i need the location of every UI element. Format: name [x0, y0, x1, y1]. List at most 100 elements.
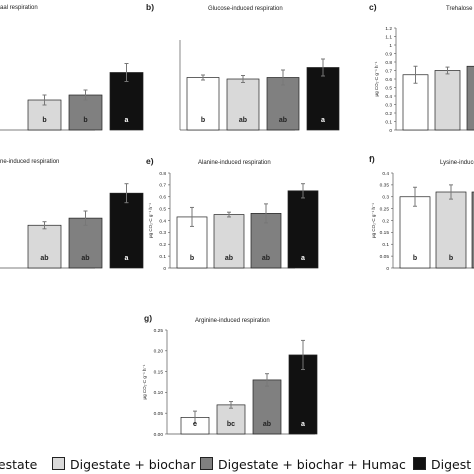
y-tick-label: 0.05: [154, 411, 164, 417]
chart-title: aal respiration: [0, 5, 38, 11]
y-tick-label: 0.1: [385, 119, 392, 125]
panel-label: f): [369, 154, 375, 164]
significance-letter: ab: [279, 117, 287, 124]
y-tick-label: 0.4: [159, 218, 166, 224]
chart-panel-a: aal respiration b b a: [0, 5, 144, 131]
y-tick-label: 1: [389, 43, 392, 49]
y-tick-label: 0.8: [385, 60, 392, 66]
significance-letter: b: [201, 117, 205, 124]
y-tick-label: 0.10: [154, 390, 164, 396]
bar: [68, 217, 103, 269]
panel-label: g): [144, 313, 152, 323]
legend-item-3: Digestate + biochar + Humac: [200, 457, 406, 472]
legend-item-1: gestate: [0, 457, 37, 472]
legend-item-4: Digest: [413, 457, 471, 472]
significance-letter: ab: [263, 421, 271, 428]
panel-label: c): [369, 2, 377, 12]
significance-letter: ab: [262, 255, 270, 262]
bar: [466, 65, 474, 131]
y-tick-label: 0.4: [385, 94, 392, 100]
y-tick-label: 0.4: [382, 171, 389, 177]
bar: [252, 379, 282, 435]
legend-label-3: Digestate + biochar + Humac: [218, 457, 406, 472]
y-tick-label: 1.1: [385, 34, 392, 40]
chart-title: ne-induced respiration: [0, 159, 59, 165]
y-tick-label: 0.3: [385, 102, 392, 108]
y-tick-label: 0.00: [154, 432, 164, 438]
significance-letter: a: [125, 255, 129, 262]
y-tick-label: 0: [163, 266, 166, 272]
chart-panel-g: g) Arginine-induced respiration 0.00 0.05 0.…: [142, 313, 318, 438]
significance-letter: b: [449, 255, 453, 262]
y-tick-label: 0.2: [159, 242, 166, 248]
panel-label: e): [146, 156, 154, 166]
y-tick-label: 0.3: [382, 195, 389, 201]
legend: gestate Digestate + biochar Digestate + …: [0, 452, 474, 474]
y-tick-label: 0.1: [382, 242, 389, 248]
y-tick-label: 0.15: [380, 230, 390, 236]
y-tick-label: 0.20: [154, 349, 164, 355]
chart-panel-e: e) Alanine-induced respiration 0 0.1 0.2 0.3 0…: [146, 156, 319, 272]
chart-title: Arginine-induced respiration: [195, 318, 270, 324]
significance-letter: a: [321, 117, 325, 124]
significance-letter: b: [42, 117, 46, 124]
y-tick-label: 0.5: [159, 206, 166, 212]
bar: [287, 190, 319, 269]
bar: [266, 77, 300, 131]
y-tick-label: 0.05: [380, 254, 390, 260]
bar: [399, 196, 431, 269]
chart-title: Lysine-induced res: [440, 160, 474, 166]
y-tick-label: 1.2: [385, 26, 392, 32]
significance-letter: ab: [239, 117, 247, 124]
significance-letter: b: [190, 255, 194, 262]
bar: [471, 191, 474, 269]
legend-label-2: Digestate + biochar: [70, 457, 196, 472]
legend-swatch-2: [52, 457, 65, 470]
bar: [68, 94, 103, 131]
chart-title: Glucose-induced respiration: [208, 6, 283, 12]
chart-title: Alanine-induced respiration: [198, 160, 271, 166]
y-tick-label: 0: [389, 128, 392, 134]
y-tick-label: 0.25: [380, 206, 390, 212]
significance-letter: b: [413, 255, 417, 262]
legend-swatch-4: [413, 457, 426, 470]
y-tick-label: 0.15: [154, 369, 164, 375]
bar: [27, 224, 62, 269]
legend-item-2: Digestate + biochar: [52, 457, 195, 472]
y-tick-label: 0.8: [159, 171, 166, 177]
significance-letter: ab: [225, 255, 233, 262]
bar: [402, 74, 429, 131]
bar: [216, 404, 246, 435]
y-tick-label: 0.3: [159, 230, 166, 236]
significance-letter: a: [125, 117, 129, 124]
y-tick-label: 0.2: [382, 218, 389, 224]
bar: [109, 192, 144, 269]
significance-letter: a: [301, 255, 305, 262]
chart-panel-c: c) Trehalose induced re 0 0.1 0.2 0.3 0.4 0.5 0.…: [369, 2, 474, 134]
y-axis-label: µg CO₂-C g⁻¹ h⁻¹: [374, 61, 379, 96]
y-axis-label: µg CO₂-C g⁻¹ h⁻¹: [148, 203, 153, 238]
chart-panel-d: ne-induced respiration ab ab a: [0, 159, 144, 269]
y-tick-label: 0.25: [154, 328, 164, 334]
y-tick-label: 0.6: [159, 195, 166, 201]
y-tick-label: 0.2: [385, 111, 392, 117]
y-tick-label: 0.9: [385, 51, 392, 57]
y-tick-label: 0.35: [380, 183, 390, 189]
bar: [186, 77, 220, 131]
y-tick-label: 0.5: [385, 85, 392, 91]
bar: [434, 70, 461, 131]
y-axis-label: µg CO₂-C g⁻¹ h⁻¹: [142, 364, 147, 399]
significance-letter: a: [301, 421, 305, 428]
y-tick-label: 0.7: [159, 183, 166, 189]
bar: [213, 214, 245, 269]
chart-title: Trehalose induced re: [446, 6, 474, 12]
legend-label-1: gestate: [0, 457, 38, 472]
panel-label: b): [146, 2, 154, 12]
y-axis-label: µg CO₂-C g⁻¹ h⁻¹: [371, 203, 376, 238]
bar: [109, 72, 144, 131]
significance-letter: bc: [227, 421, 235, 428]
chart-panel-b: b) Glucose-induced respiration b ab ab a: [146, 2, 340, 131]
y-tick-label: 0.6: [385, 77, 392, 83]
bar: [226, 78, 260, 131]
